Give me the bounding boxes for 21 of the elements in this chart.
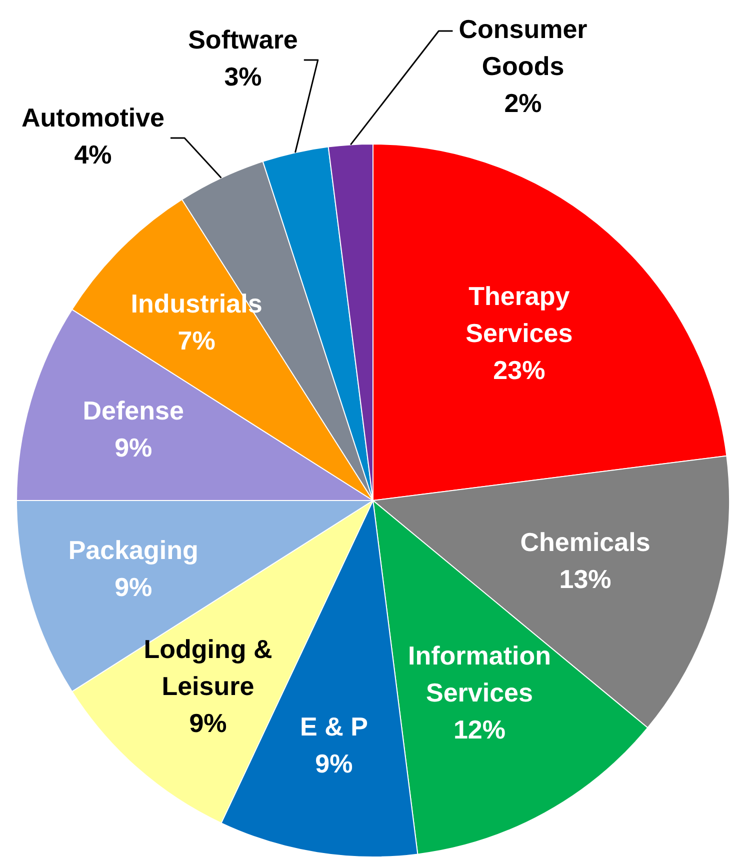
slice-label: Packaging bbox=[68, 534, 198, 565]
slice-label: Information Services bbox=[408, 640, 551, 708]
slice-label: Software bbox=[188, 24, 298, 55]
slice-label: Therapy Services bbox=[466, 280, 573, 348]
data-label: 3% bbox=[224, 62, 262, 92]
data-label: 23% bbox=[493, 354, 546, 385]
data-label: 9% bbox=[114, 432, 152, 463]
data-label: 12% bbox=[453, 714, 506, 744]
data-label: 9% bbox=[315, 748, 353, 779]
slice-label: Chemicals bbox=[520, 526, 650, 557]
slice-label: Defense bbox=[82, 396, 184, 426]
slice-label: E & P bbox=[300, 712, 368, 742]
slice-label: Lodging & Leisure bbox=[144, 634, 272, 701]
data-label: 9% bbox=[189, 708, 227, 738]
data-label: 13% bbox=[559, 564, 612, 594]
data-label: 2% bbox=[504, 88, 542, 118]
slice-label: Automotive bbox=[22, 102, 164, 133]
slice-label: Consumer Goods bbox=[458, 14, 588, 82]
data-label: 9% bbox=[114, 572, 152, 602]
data-label: 7% bbox=[178, 326, 216, 356]
data-label: 4% bbox=[74, 140, 112, 170]
